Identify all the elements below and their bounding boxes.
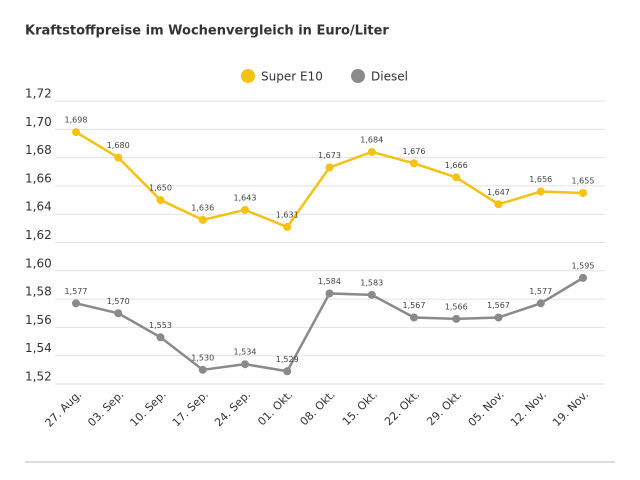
- legend-marker: [241, 69, 255, 83]
- x-tick-label: 08. Okt.: [298, 388, 338, 428]
- data-label: 1,680: [107, 141, 130, 150]
- data-label: 1,676: [403, 147, 426, 156]
- data-label: 1,684: [360, 135, 383, 144]
- legend-label: Diesel: [371, 70, 408, 84]
- data-label: 1,577: [529, 287, 552, 296]
- x-tick-label: 24. Sep.: [212, 388, 253, 429]
- data-point: [72, 299, 80, 308]
- data-label: 1,698: [65, 116, 88, 125]
- data-label: 1,529: [276, 355, 299, 364]
- data-label: 1,530: [191, 353, 214, 362]
- x-tick-label: 01. Okt.: [255, 388, 295, 428]
- data-point: [114, 309, 123, 318]
- y-tick-label: 1,72: [25, 87, 52, 101]
- data-label: 1,567: [487, 301, 510, 310]
- data-label: 1,636: [191, 203, 214, 212]
- data-label: 1,553: [149, 321, 172, 330]
- data-point: [579, 188, 587, 197]
- data-label: 1,583: [360, 278, 383, 287]
- data-point: [494, 313, 503, 322]
- data-point: [156, 196, 165, 205]
- y-tick-label: 1,60: [25, 256, 52, 270]
- data-label: 1,655: [572, 176, 595, 185]
- data-label: 1,570: [107, 297, 130, 306]
- chart-title: Kraftstoffpreise im Wochenvergleich in E…: [25, 24, 389, 39]
- data-label: 1,534: [234, 348, 257, 357]
- x-tick-label: 12. Nov.: [508, 388, 549, 429]
- data-label: 1,673: [318, 151, 341, 160]
- data-point: [241, 360, 249, 369]
- x-tick-label: 17. Sep.: [170, 388, 211, 429]
- x-tick-label: 29. Okt.: [424, 388, 464, 428]
- data-point: [452, 173, 461, 182]
- data-point: [536, 187, 545, 196]
- x-tick-label: 15. Okt.: [340, 388, 380, 428]
- data-point: [198, 215, 207, 224]
- x-tick-label: 27. Aug.: [43, 388, 85, 430]
- x-tick-label: 05. Nov.: [466, 388, 507, 429]
- data-point: [241, 205, 249, 214]
- data-point: [410, 313, 418, 322]
- y-tick-label: 1,66: [25, 171, 52, 185]
- y-tick-label: 1,58: [25, 285, 52, 299]
- data-point: [198, 365, 207, 374]
- data-label: 1,647: [487, 188, 510, 197]
- data-point: [494, 200, 503, 209]
- y-tick-label: 1,54: [25, 341, 52, 355]
- data-point: [325, 163, 334, 172]
- data-point: [452, 314, 461, 323]
- data-label: 1,595: [572, 261, 595, 270]
- data-label: 1,656: [529, 175, 552, 184]
- data-point: [367, 147, 376, 156]
- data-point: [325, 289, 334, 298]
- data-point: [536, 299, 545, 308]
- data-label: 1,631: [276, 210, 299, 219]
- data-point: [367, 290, 376, 299]
- legend-marker: [351, 69, 365, 83]
- data-label: 1,566: [445, 302, 468, 311]
- y-tick-label: 1,70: [25, 115, 52, 129]
- data-point: [114, 153, 123, 162]
- y-tick-label: 1,62: [25, 228, 52, 242]
- data-label: 1,643: [234, 193, 257, 202]
- x-tick-label: 22. Okt.: [382, 388, 422, 428]
- data-point: [579, 273, 587, 282]
- data-point: [283, 222, 292, 231]
- legend-label: Super E10: [261, 70, 323, 84]
- data-label: 1,650: [149, 184, 172, 193]
- y-tick-label: 1,56: [25, 313, 52, 327]
- x-tick-label: 19. Nov.: [550, 388, 591, 429]
- data-label: 1,666: [445, 161, 468, 170]
- y-tick-label: 1,68: [25, 143, 52, 157]
- data-point: [156, 333, 165, 342]
- data-label: 1,577: [65, 287, 88, 296]
- x-tick-label: 10. Sep.: [128, 388, 169, 429]
- data-label: 1,567: [403, 301, 426, 310]
- y-tick-label: 1,64: [25, 200, 52, 214]
- y-tick-label: 1,52: [25, 370, 52, 384]
- data-point: [410, 159, 418, 168]
- data-point: [283, 367, 292, 376]
- x-tick-label: 03. Sep.: [85, 388, 126, 429]
- series-line: [75, 131, 584, 229]
- data-point: [72, 128, 80, 137]
- data-label: 1,584: [318, 277, 341, 286]
